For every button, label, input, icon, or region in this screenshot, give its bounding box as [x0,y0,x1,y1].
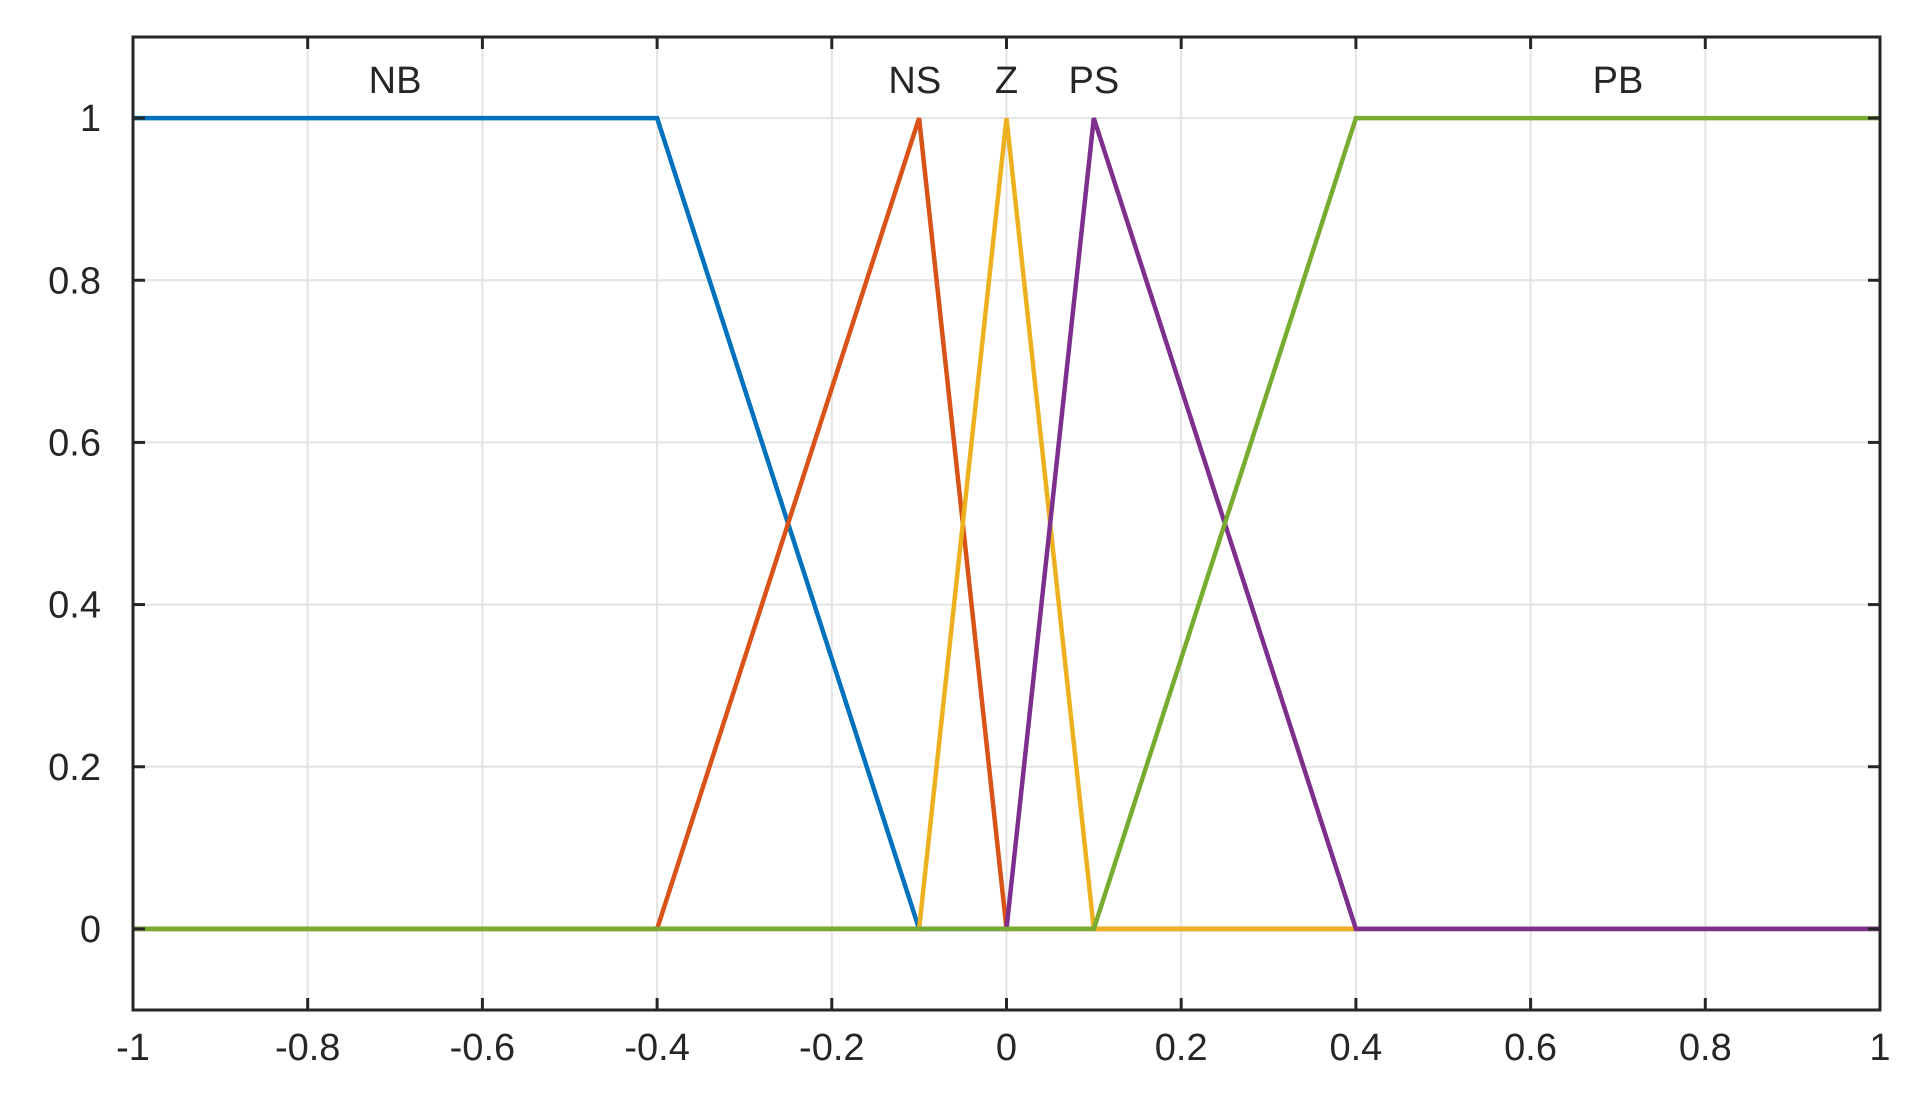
series-label-pb: PB [1593,60,1644,102]
x-tick-label: 1 [1869,1027,1890,1069]
series-label-layer: NB NS Z PS PB [369,60,1644,102]
tick-layer: -1 -0.8 -0.6 -0.4 -0.2 0 0.2 0.4 0.6 0.8 1 0 0.2 0.4 0… [48,37,1891,1069]
series-line-pb [133,115,1880,932]
grid-layer [132,37,1881,1010]
y-tick-label: 0.8 [48,260,101,302]
y-tick-label: 0.2 [48,747,101,789]
y-tick-label: 0 [80,909,101,951]
series-label-nb: NB [369,60,422,102]
x-tick-label: -0.8 [275,1027,340,1069]
x-tick-label: 0 [996,1027,1017,1069]
series-label-ns: NS [888,60,941,102]
y-tick-label: 1 [80,98,101,140]
x-tick-label: -0.2 [799,1027,864,1069]
y-tick-label: 0.4 [48,585,101,627]
x-tick-label: -1 [116,1027,150,1069]
x-tick-label: -0.4 [624,1027,689,1069]
y-tick-label: 0.6 [48,422,101,464]
series-line-z [133,117,1356,932]
series-label-z: Z [995,60,1018,102]
series-layer [133,115,1880,932]
x-tick-label: -0.6 [450,1027,515,1069]
series-label-ps: PS [1068,60,1119,102]
x-tick-label: 0.6 [1504,1027,1557,1069]
x-tick-label: 0.4 [1329,1027,1382,1069]
x-tick-label: 0.2 [1155,1027,1208,1069]
x-tick-label: 0.8 [1679,1027,1732,1069]
